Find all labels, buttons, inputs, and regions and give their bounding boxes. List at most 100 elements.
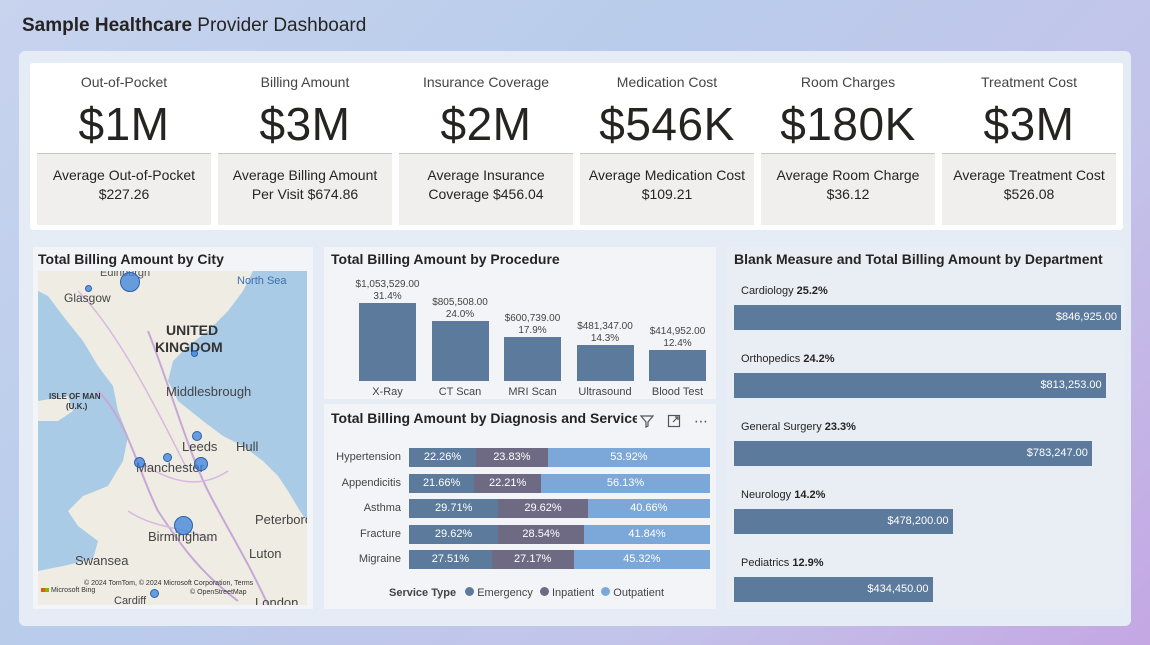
kpi-subtext: Average Medication Cost $109.21 <box>580 153 754 225</box>
map-bubble-cardiff[interactable] <box>150 589 159 598</box>
department-pct: 14.2% <box>794 489 826 501</box>
kpi-title: Billing Amount <box>260 74 350 90</box>
department-bar[interactable] <box>734 373 1106 398</box>
procedure-bar[interactable] <box>504 336 561 381</box>
map-label-middlesbrough: Middlesbrough <box>166 384 252 399</box>
diagnosis-category-label: Migraine <box>358 553 401 565</box>
department-category-label: Orthopedics 24.2% <box>741 353 835 365</box>
department-category-label: Neurology 14.2% <box>741 489 825 501</box>
map-bubble-leeds[interactable] <box>192 431 202 441</box>
procedure-bar[interactable] <box>649 350 706 381</box>
legend-outpatient[interactable]: Outpatient <box>613 587 665 599</box>
diagnosis-category-label: Hypertension <box>336 451 401 463</box>
department-name: Cardiology <box>741 285 797 297</box>
map-label-manchester: Manchester <box>136 460 204 475</box>
map-osm-attribution[interactable]: © OpenStreetMap <box>190 589 247 596</box>
kpi-value: $3M <box>983 98 1075 150</box>
legend-inpatient[interactable]: Inpatient <box>551 587 595 599</box>
kpi-subtext: Average Billing Amount Per Visit $674.86 <box>218 153 392 225</box>
focus-mode-icon[interactable] <box>663 412 685 434</box>
map-label-uk: (U.K.) <box>66 402 88 411</box>
legend-dot-emergency <box>465 587 475 596</box>
department-pct: 25.2% <box>796 285 828 297</box>
page-title-rest: Provider Dashboard <box>192 15 367 36</box>
procedure-category-label: CT Scan <box>438 386 482 398</box>
procedure-bar[interactable] <box>576 345 634 381</box>
diagnosis-segment[interactable]: 40.66% <box>587 499 710 518</box>
diagnosis-segment[interactable]: 45.32% <box>573 550 710 569</box>
diagnosis-segment[interactable]: 53.92% <box>547 448 710 467</box>
kpi-card-treatment-cost[interactable]: Treatment Cost $3M Average Treatment Cos… <box>942 67 1116 227</box>
diagnosis-segment[interactable]: 29.71% <box>409 499 499 518</box>
department-bar[interactable] <box>734 509 953 534</box>
department-category-label: General Surgery 23.3% <box>741 421 856 433</box>
diagnosis-segment[interactable]: 22.26% <box>409 448 476 467</box>
bing-logo: Microsoft Bing <box>41 587 95 594</box>
diagnosis-segment[interactable]: 41.84% <box>584 524 710 544</box>
procedure-value-label: $414,952.00 <box>649 326 706 338</box>
diagnosis-segment[interactable]: 27.51% <box>409 550 492 569</box>
kpi-card-insurance-coverage[interactable]: Insurance Coverage $2M Average Insurance… <box>399 67 573 227</box>
map-bubble-hull[interactable] <box>194 457 208 471</box>
department-pct: 12.9% <box>792 557 824 569</box>
map-bubble-manchester-east[interactable] <box>163 453 172 462</box>
map-bubble-manchester[interactable] <box>134 457 145 468</box>
map-attribution[interactable]: © 2024 TomTom, © 2024 Microsoft Corporat… <box>84 580 254 587</box>
map-bubble-birmingham[interactable] <box>174 516 193 535</box>
filter-icon[interactable] <box>636 412 658 434</box>
kpi-card-out-of-pocket[interactable]: Out-of-Pocket $1M Average Out-of-Pocket … <box>37 67 211 227</box>
procedure-pct-label: 24.0% <box>445 309 475 321</box>
diagnosis-category-label: Fracture <box>360 527 401 540</box>
map-label-birmingham: Birmingham <box>148 529 218 544</box>
department-name: Pediatrics <box>741 557 793 569</box>
department-name: Neurology <box>741 489 795 501</box>
map-label-swansea: Swansea <box>75 553 129 568</box>
diagnosis-segment[interactable]: 29.62% <box>498 499 588 518</box>
kpi-card-medication-cost[interactable]: Medication Cost $546K Average Medication… <box>580 67 754 227</box>
map-bubble-north[interactable] <box>191 350 198 357</box>
procedure-bar[interactable] <box>431 321 489 381</box>
legend-emergency[interactable]: Emergency <box>477 587 533 599</box>
map-bubble-glasgow[interactable] <box>85 285 92 292</box>
kpi-strip <box>30 63 1123 230</box>
map-label-isle-of-man: ISLE OF MAN <box>49 392 101 401</box>
uk-map[interactable]: Edinburgh Glasgow North Sea UNITED KINGD… <box>38 271 307 605</box>
department-bar[interactable] <box>734 577 933 602</box>
kpi-value: $3M <box>259 98 351 150</box>
procedure-value-label: $1,053,529.00 <box>355 279 420 290</box>
department-bar[interactable] <box>734 441 1092 466</box>
department-title: Blank Measure and Total Billing Amount b… <box>734 251 1103 267</box>
map-label-glasgow: Glasgow <box>64 291 111 305</box>
map-title: Total Billing Amount by City <box>38 251 224 267</box>
procedure-category-label: Ultrasound <box>578 386 632 398</box>
kpi-subtext: Average Treatment Cost $526.08 <box>942 153 1116 225</box>
kpi-title: Insurance Coverage <box>422 74 550 90</box>
kpi-card-room-charges[interactable]: Room Charges $180K Average Room Charge $… <box>761 67 935 227</box>
diagnosis-segment[interactable]: 21.66% <box>409 473 475 493</box>
procedure-value-label: $481,347.00 <box>577 321 633 333</box>
diagnosis-segment[interactable]: 27.17% <box>491 550 574 569</box>
map-label-united: UNITED <box>166 322 219 338</box>
map-label-luton: Luton <box>249 546 282 561</box>
diagnosis-segment[interactable]: 29.62% <box>409 524 499 544</box>
diagnosis-segment[interactable]: 23.83% <box>475 448 548 467</box>
legend-dot-outpatient <box>601 587 611 596</box>
procedure-value-label: $600,739.00 <box>504 312 561 324</box>
department-bar[interactable] <box>734 305 1121 330</box>
service-type-legend: Service Type Emergency Inpatient Outpati… <box>389 587 664 599</box>
department-category-label: Pediatrics 12.9% <box>741 557 824 569</box>
map-bubble-edinburgh[interactable] <box>120 272 140 292</box>
procedure-pct-label: 31.4% <box>373 291 402 302</box>
kpi-card-billing-amount[interactable]: Billing Amount $3M Average Billing Amoun… <box>218 67 392 227</box>
map-label-kingdom: KINGDOM <box>155 339 223 355</box>
procedure-bar[interactable] <box>359 303 416 381</box>
map-label-peterborough: Peterboro <box>255 512 307 527</box>
procedure-title: Total Billing Amount by Procedure <box>331 251 560 267</box>
diagnosis-segment[interactable]: 56.13% <box>541 473 710 493</box>
bing-label: Microsoft Bing <box>50 587 96 594</box>
department-value-label: $434,450.00 <box>867 583 929 595</box>
diagnosis-segment[interactable]: 28.54% <box>498 524 585 544</box>
more-options-icon[interactable]: ⋯ <box>694 413 708 429</box>
diagnosis-segment[interactable]: 22.21% <box>474 473 542 493</box>
kpi-subtext: Average Insurance Coverage $456.04 <box>399 153 573 225</box>
